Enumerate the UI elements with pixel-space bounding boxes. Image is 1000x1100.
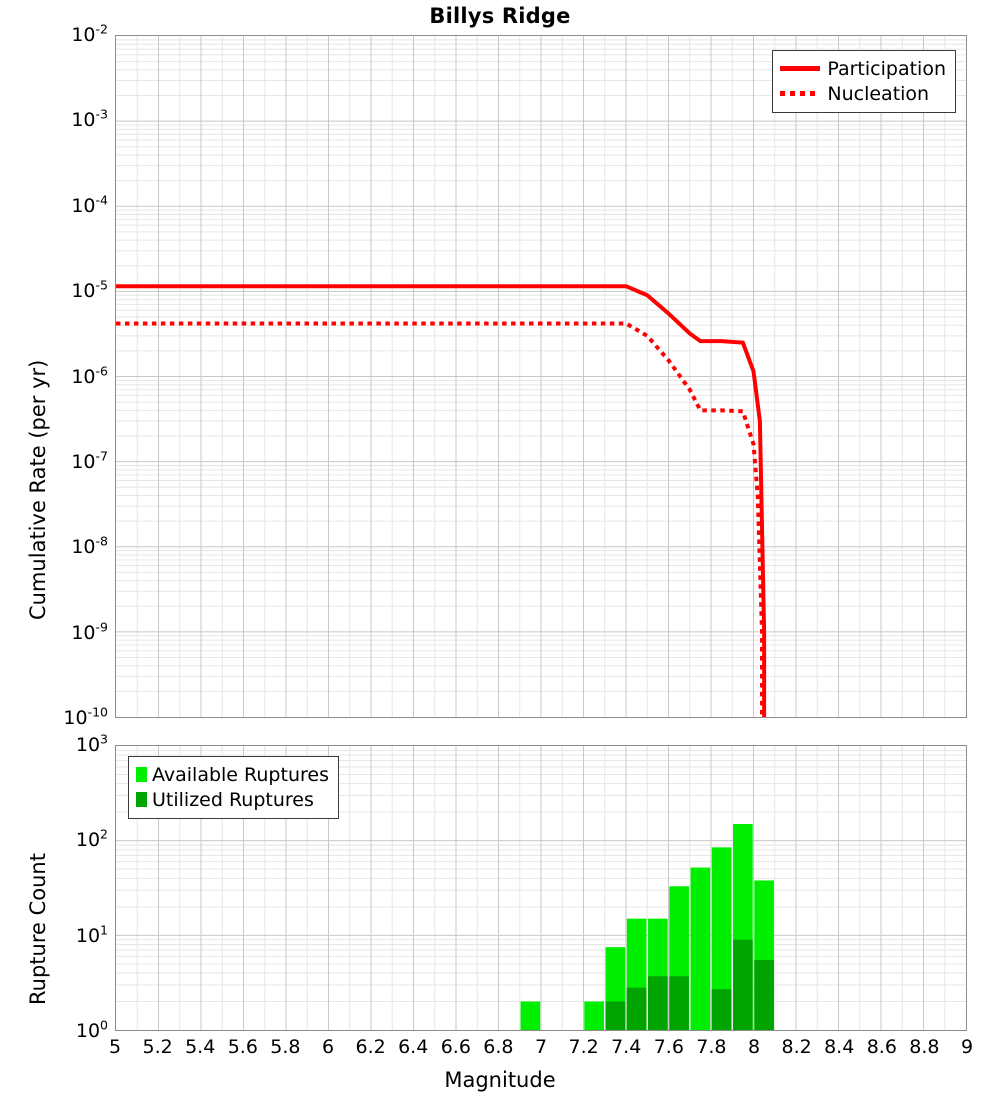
mfd-plot-panel: Participation Nucleation	[115, 35, 967, 718]
x-axis-label: Magnitude	[0, 1068, 1000, 1092]
y-tick-label: 10-4	[71, 195, 108, 217]
y-axis-ticks-bottom: 103102101100	[0, 745, 108, 1031]
legend-label-available: Available Ruptures	[147, 764, 329, 786]
y-tick-label: 10-9	[71, 622, 108, 644]
x-tick-label: 9	[961, 1036, 973, 1058]
bar-utilized	[733, 940, 753, 1030]
bar-utilized	[712, 989, 732, 1030]
y-axis-ticks-top: 10-210-310-410-510-610-710-810-910-10	[0, 35, 108, 718]
x-tick-label: 5.2	[142, 1036, 172, 1058]
bar-utilized	[627, 988, 647, 1030]
x-axis-ticks: 55.25.45.65.866.26.46.66.877.27.47.67.88…	[115, 1036, 967, 1062]
y-tick-label: 10-6	[71, 366, 108, 388]
y-tick-label: 102	[76, 829, 108, 851]
x-tick-label: 7.2	[568, 1036, 598, 1058]
legend-mfd: Participation Nucleation	[772, 50, 956, 113]
legend-label-nucleation: Nucleation	[820, 83, 929, 105]
y-tick-label: 10-5	[71, 280, 108, 302]
x-tick-label: 8.8	[909, 1036, 939, 1058]
bar-available	[521, 1002, 541, 1030]
y-tick-label: 10-3	[71, 109, 108, 131]
legend-item-nucleation[interactable]: Nucleation	[780, 81, 946, 106]
x-tick-label: 7.6	[654, 1036, 684, 1058]
page-title: Billys Ridge	[0, 4, 1000, 28]
x-tick-label: 8.6	[867, 1036, 897, 1058]
legend-item-participation[interactable]: Participation	[780, 56, 946, 81]
solid-line-icon	[780, 66, 820, 71]
available-color-icon	[136, 767, 147, 782]
x-tick-label: 5.8	[270, 1036, 300, 1058]
bar-utilized	[606, 1002, 626, 1030]
legend-label-participation: Participation	[820, 58, 946, 80]
x-tick-label: 5.6	[228, 1036, 258, 1058]
legend-item-utilized[interactable]: Utilized Ruptures	[136, 787, 329, 812]
x-tick-label: 8.4	[824, 1036, 854, 1058]
utilized-color-icon	[136, 792, 147, 807]
rupture-count-panel: Available Ruptures Utilized Ruptures	[115, 745, 967, 1031]
legend-label-utilized: Utilized Ruptures	[147, 789, 314, 811]
mfd-plot-area	[116, 36, 966, 717]
x-tick-label: 6.4	[398, 1036, 428, 1058]
y-tick-label: 103	[76, 734, 108, 756]
x-tick-label: 6.6	[441, 1036, 471, 1058]
y-tick-label: 10-10	[63, 707, 108, 729]
y-tick-label: 10-7	[71, 451, 108, 473]
x-tick-label: 8.2	[781, 1036, 811, 1058]
bar-available	[584, 1002, 604, 1030]
dotted-line-icon	[780, 91, 820, 96]
y-tick-label: 10-2	[71, 24, 108, 46]
bar-available	[691, 868, 711, 1030]
y-tick-label: 10-8	[71, 536, 108, 558]
bar-utilized	[648, 976, 668, 1030]
bar-utilized	[669, 976, 689, 1030]
y-tick-label: 101	[76, 925, 108, 947]
x-tick-label: 6.2	[355, 1036, 385, 1058]
x-tick-label: 7	[535, 1036, 547, 1058]
figure: Billys Ridge Cumulative Rate (per yr) Ru…	[0, 0, 1000, 1100]
y-tick-label: 100	[76, 1020, 108, 1042]
x-tick-label: 7.8	[696, 1036, 726, 1058]
legend-item-available[interactable]: Available Ruptures	[136, 762, 329, 787]
bar-utilized	[754, 960, 774, 1030]
x-tick-label: 6.8	[483, 1036, 513, 1058]
x-tick-label: 6	[322, 1036, 334, 1058]
x-tick-label: 8	[748, 1036, 760, 1058]
legend-ruptures: Available Ruptures Utilized Ruptures	[128, 756, 339, 819]
x-tick-label: 7.4	[611, 1036, 641, 1058]
x-tick-label: 5.4	[185, 1036, 215, 1058]
x-tick-label: 5	[109, 1036, 121, 1058]
